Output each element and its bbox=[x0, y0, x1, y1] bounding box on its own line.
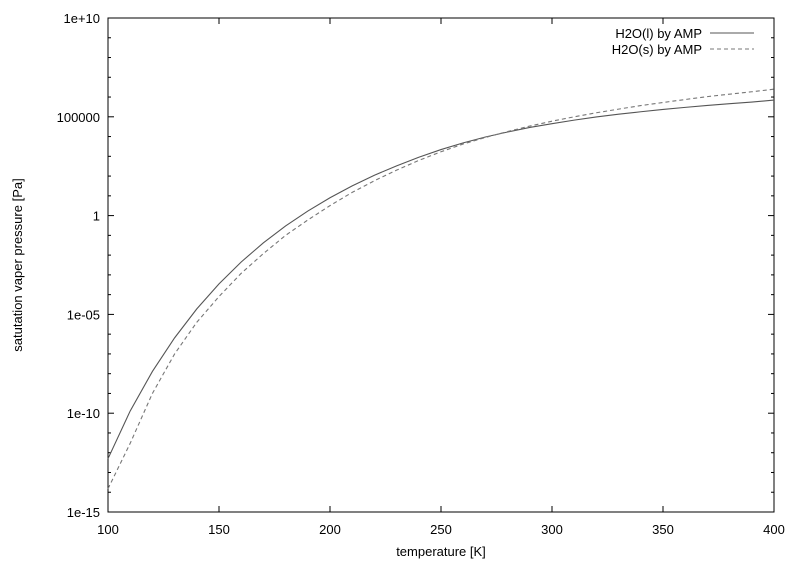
x-tick-label: 250 bbox=[430, 522, 452, 537]
y-tick-label: 100000 bbox=[57, 110, 100, 125]
x-tick-label: 100 bbox=[97, 522, 119, 537]
x-tick-label: 150 bbox=[208, 522, 230, 537]
x-tick-label: 400 bbox=[763, 522, 785, 537]
y-axis-label: satutation vaper pressure [Pa] bbox=[10, 178, 25, 351]
series-line-1 bbox=[107, 99, 775, 459]
x-axis-label: temperature [K] bbox=[396, 544, 486, 559]
legend-label: H2O(s) by AMP bbox=[612, 42, 702, 57]
x-tick-label: 200 bbox=[319, 522, 341, 537]
x-tick-label: 300 bbox=[541, 522, 563, 537]
legend-label: H2O(l) by AMP bbox=[615, 26, 702, 41]
x-ticks: 100 150 200 250 300 350 400 bbox=[97, 18, 785, 537]
y-tick-label: 1 bbox=[93, 209, 100, 224]
series-line-2 bbox=[107, 88, 775, 490]
plot-frame bbox=[107, 17, 775, 513]
y-tick-label: 1e-10 bbox=[67, 406, 100, 421]
series-layer bbox=[107, 88, 775, 490]
y-tick-label: 1e-05 bbox=[67, 307, 100, 322]
y-ticks: 1e-15 1e-10 1e-05 1 100000 1e+10 bbox=[57, 11, 774, 520]
x-tick-label: 350 bbox=[652, 522, 674, 537]
y-tick-label: 1e-15 bbox=[67, 505, 100, 520]
y-tick-label: 1e+10 bbox=[63, 11, 100, 26]
